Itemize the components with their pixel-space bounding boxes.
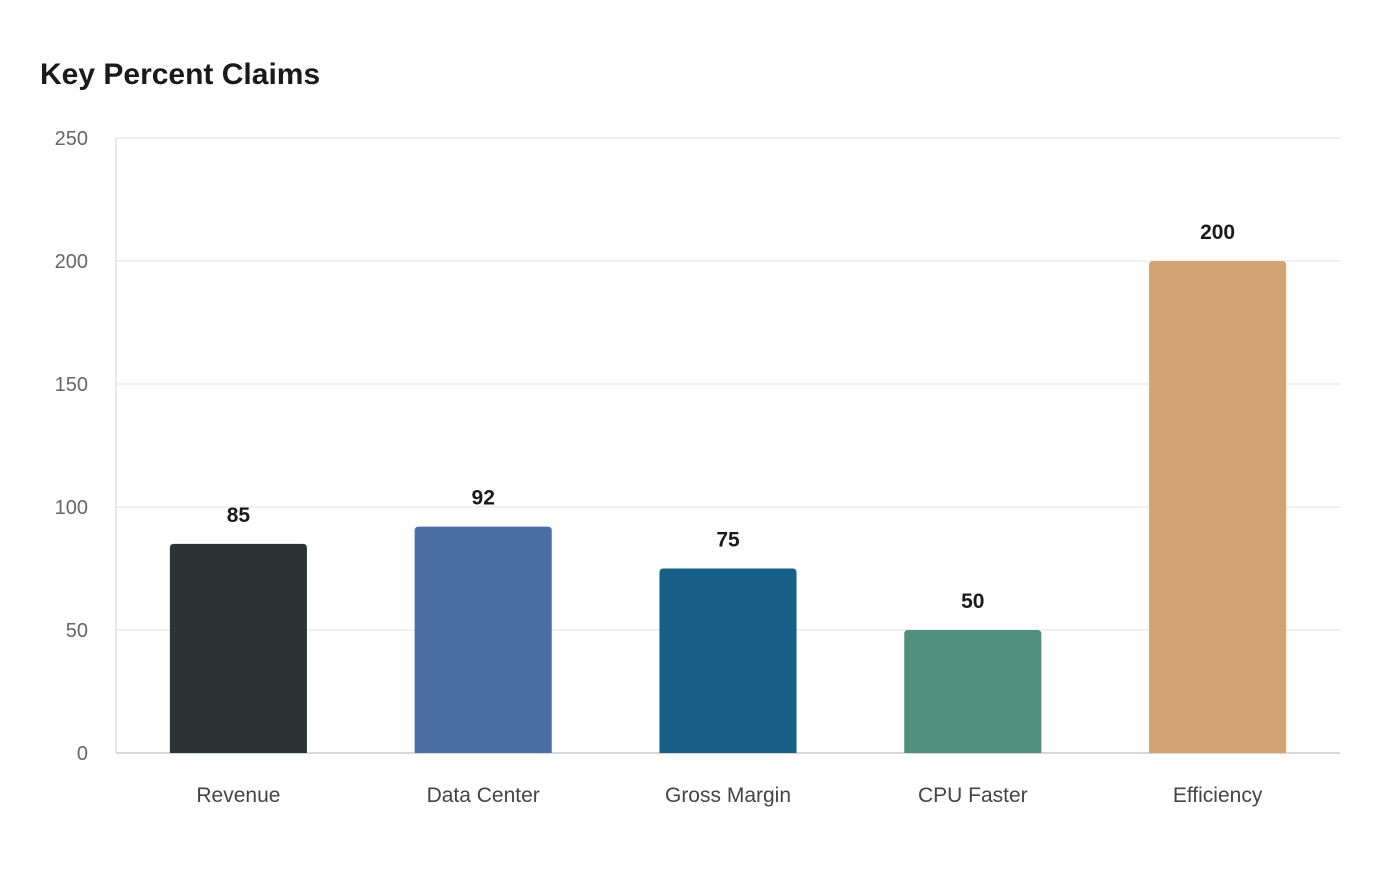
x-tick-label: Gross Margin: [665, 784, 791, 807]
data-label: 200: [1200, 221, 1235, 244]
x-tick-label: CPU Faster: [918, 784, 1028, 807]
y-tick-label: 150: [55, 374, 88, 396]
chart-title: Key Percent Claims: [40, 58, 321, 91]
x-tick-label: Efficiency: [1173, 784, 1263, 807]
y-tick-label: 100: [55, 497, 88, 519]
y-axis-ticks: 0 50 100 150 200 250: [55, 128, 88, 765]
x-tick-label: Data Center: [427, 784, 540, 807]
x-axis-categories: Revenue Data Center Gross Margin CPU Faster…: [196, 784, 1262, 807]
data-label: 50: [961, 590, 984, 613]
data-label: 85: [227, 504, 251, 527]
y-tick-label: 250: [55, 128, 88, 150]
y-tick-label: 0: [77, 743, 88, 765]
y-tick-label: 200: [55, 251, 88, 273]
data-label: 75: [716, 529, 740, 552]
bar-gross-margin: [659, 568, 797, 753]
bar-efficiency: [1149, 261, 1287, 753]
bar-data-center: [414, 526, 552, 753]
bar-cpu-faster: [904, 630, 1042, 753]
bar-revenue: [169, 543, 307, 753]
data-labels: 85 92 75 50 200: [227, 221, 1235, 613]
x-tick-label: Revenue: [196, 784, 280, 807]
bars: [169, 261, 1287, 753]
data-label: 92: [472, 487, 495, 510]
y-tick-label: 50: [66, 620, 88, 642]
gridlines: [116, 137, 1340, 631]
